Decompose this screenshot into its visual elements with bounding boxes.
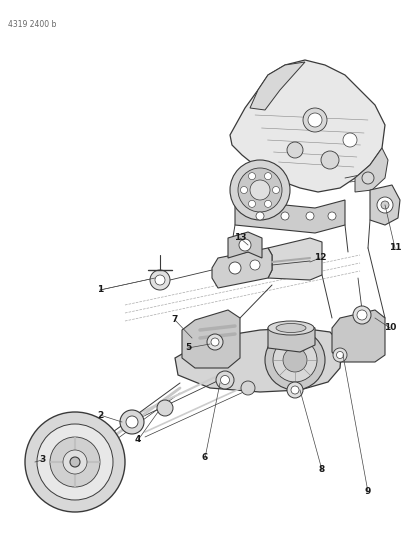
Polygon shape: [182, 310, 240, 368]
Polygon shape: [268, 322, 315, 352]
Circle shape: [230, 160, 290, 220]
Circle shape: [25, 412, 125, 512]
Text: 6: 6: [202, 454, 208, 463]
Circle shape: [126, 416, 138, 428]
Text: 9: 9: [365, 488, 371, 497]
Circle shape: [273, 187, 279, 193]
Text: 8: 8: [319, 465, 325, 474]
Circle shape: [321, 151, 339, 169]
Circle shape: [240, 187, 248, 193]
Polygon shape: [228, 232, 262, 258]
Circle shape: [306, 212, 314, 220]
Circle shape: [50, 437, 100, 487]
Circle shape: [377, 197, 393, 213]
Circle shape: [353, 306, 371, 324]
Text: 12: 12: [314, 254, 326, 262]
Polygon shape: [370, 185, 400, 225]
Circle shape: [362, 172, 374, 184]
Circle shape: [283, 348, 307, 372]
Circle shape: [120, 410, 144, 434]
Circle shape: [155, 275, 165, 285]
Text: 4: 4: [135, 435, 141, 445]
Text: 2: 2: [97, 410, 103, 419]
Circle shape: [381, 201, 389, 209]
Circle shape: [265, 330, 325, 390]
Ellipse shape: [268, 321, 314, 335]
Text: 10: 10: [384, 324, 396, 333]
Circle shape: [241, 381, 255, 395]
Circle shape: [70, 457, 80, 467]
Polygon shape: [250, 62, 305, 110]
Circle shape: [238, 168, 282, 212]
Polygon shape: [332, 310, 385, 362]
Circle shape: [264, 173, 271, 180]
Ellipse shape: [276, 324, 306, 333]
Circle shape: [291, 386, 299, 394]
Circle shape: [220, 376, 229, 384]
Circle shape: [328, 212, 336, 220]
Polygon shape: [230, 60, 385, 192]
Text: 4319 2400 b: 4319 2400 b: [8, 20, 56, 29]
Circle shape: [287, 382, 303, 398]
Circle shape: [337, 351, 344, 359]
Polygon shape: [175, 328, 342, 392]
Circle shape: [37, 424, 113, 500]
Circle shape: [157, 400, 173, 416]
Text: 1: 1: [97, 286, 103, 295]
Circle shape: [273, 338, 317, 382]
Circle shape: [264, 200, 271, 207]
Circle shape: [229, 262, 241, 274]
Circle shape: [250, 180, 270, 200]
Circle shape: [281, 212, 289, 220]
Text: 11: 11: [389, 244, 401, 253]
Circle shape: [287, 142, 303, 158]
Circle shape: [216, 371, 234, 389]
Circle shape: [250, 260, 260, 270]
Polygon shape: [355, 148, 388, 192]
Circle shape: [343, 133, 357, 147]
Text: 5: 5: [185, 343, 191, 352]
Polygon shape: [268, 238, 322, 280]
Circle shape: [256, 212, 264, 220]
Circle shape: [211, 338, 219, 346]
Circle shape: [150, 270, 170, 290]
Text: 13: 13: [234, 233, 246, 243]
Circle shape: [248, 173, 255, 180]
Circle shape: [308, 113, 322, 127]
Text: 7: 7: [172, 316, 178, 325]
Circle shape: [357, 310, 367, 320]
Circle shape: [333, 348, 347, 362]
Circle shape: [239, 239, 251, 251]
Polygon shape: [212, 248, 272, 288]
Text: 3: 3: [39, 456, 45, 464]
Polygon shape: [235, 200, 345, 233]
Circle shape: [248, 200, 255, 207]
Circle shape: [207, 334, 223, 350]
Circle shape: [63, 450, 87, 474]
Circle shape: [303, 108, 327, 132]
